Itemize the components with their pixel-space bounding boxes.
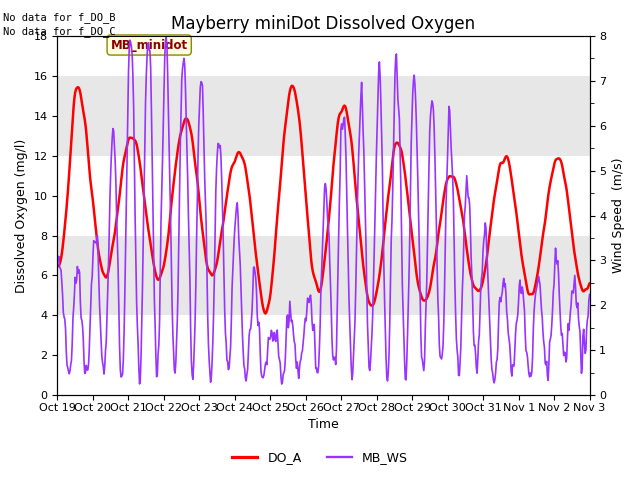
DO_A — [262, 311, 269, 316]
Title: Mayberry miniDot Dissolved Oxygen: Mayberry miniDot Dissolved Oxygen — [172, 15, 476, 33]
X-axis label: Time: Time — [308, 419, 339, 432]
MB_WS — [586, 291, 593, 297]
DO_A — [586, 280, 593, 286]
MB_WS — [278, 381, 285, 387]
MB_WS — [63, 362, 71, 368]
MB_WS — [54, 253, 61, 259]
Y-axis label: Dissolved Oxygen (mg/l): Dissolved Oxygen (mg/l) — [15, 138, 28, 293]
Text: No data for f_DO_C: No data for f_DO_C — [3, 26, 116, 37]
DO_A — [390, 150, 397, 156]
DO_A — [54, 264, 61, 269]
DO_A — [200, 240, 208, 246]
MB_WS — [118, 373, 125, 379]
DO_A — [63, 199, 71, 205]
Y-axis label: Wind Speed  (m/s): Wind Speed (m/s) — [612, 158, 625, 273]
Bar — [58, 236, 589, 315]
Text: MB_minidot: MB_minidot — [111, 38, 188, 51]
Line: MB_WS: MB_WS — [58, 37, 589, 384]
MB_WS — [173, 338, 180, 344]
MB_WS — [405, 274, 413, 279]
DO_A — [118, 172, 125, 178]
Bar — [58, 76, 589, 156]
DO_A — [172, 162, 180, 168]
Text: No data for f_DO_B: No data for f_DO_B — [3, 12, 116, 23]
MB_WS — [390, 149, 397, 155]
MB_WS — [163, 34, 170, 40]
Line: DO_A: DO_A — [58, 86, 589, 313]
DO_A — [288, 83, 296, 89]
DO_A — [405, 205, 413, 211]
MB_WS — [201, 175, 209, 181]
Legend: DO_A, MB_WS: DO_A, MB_WS — [227, 446, 413, 469]
